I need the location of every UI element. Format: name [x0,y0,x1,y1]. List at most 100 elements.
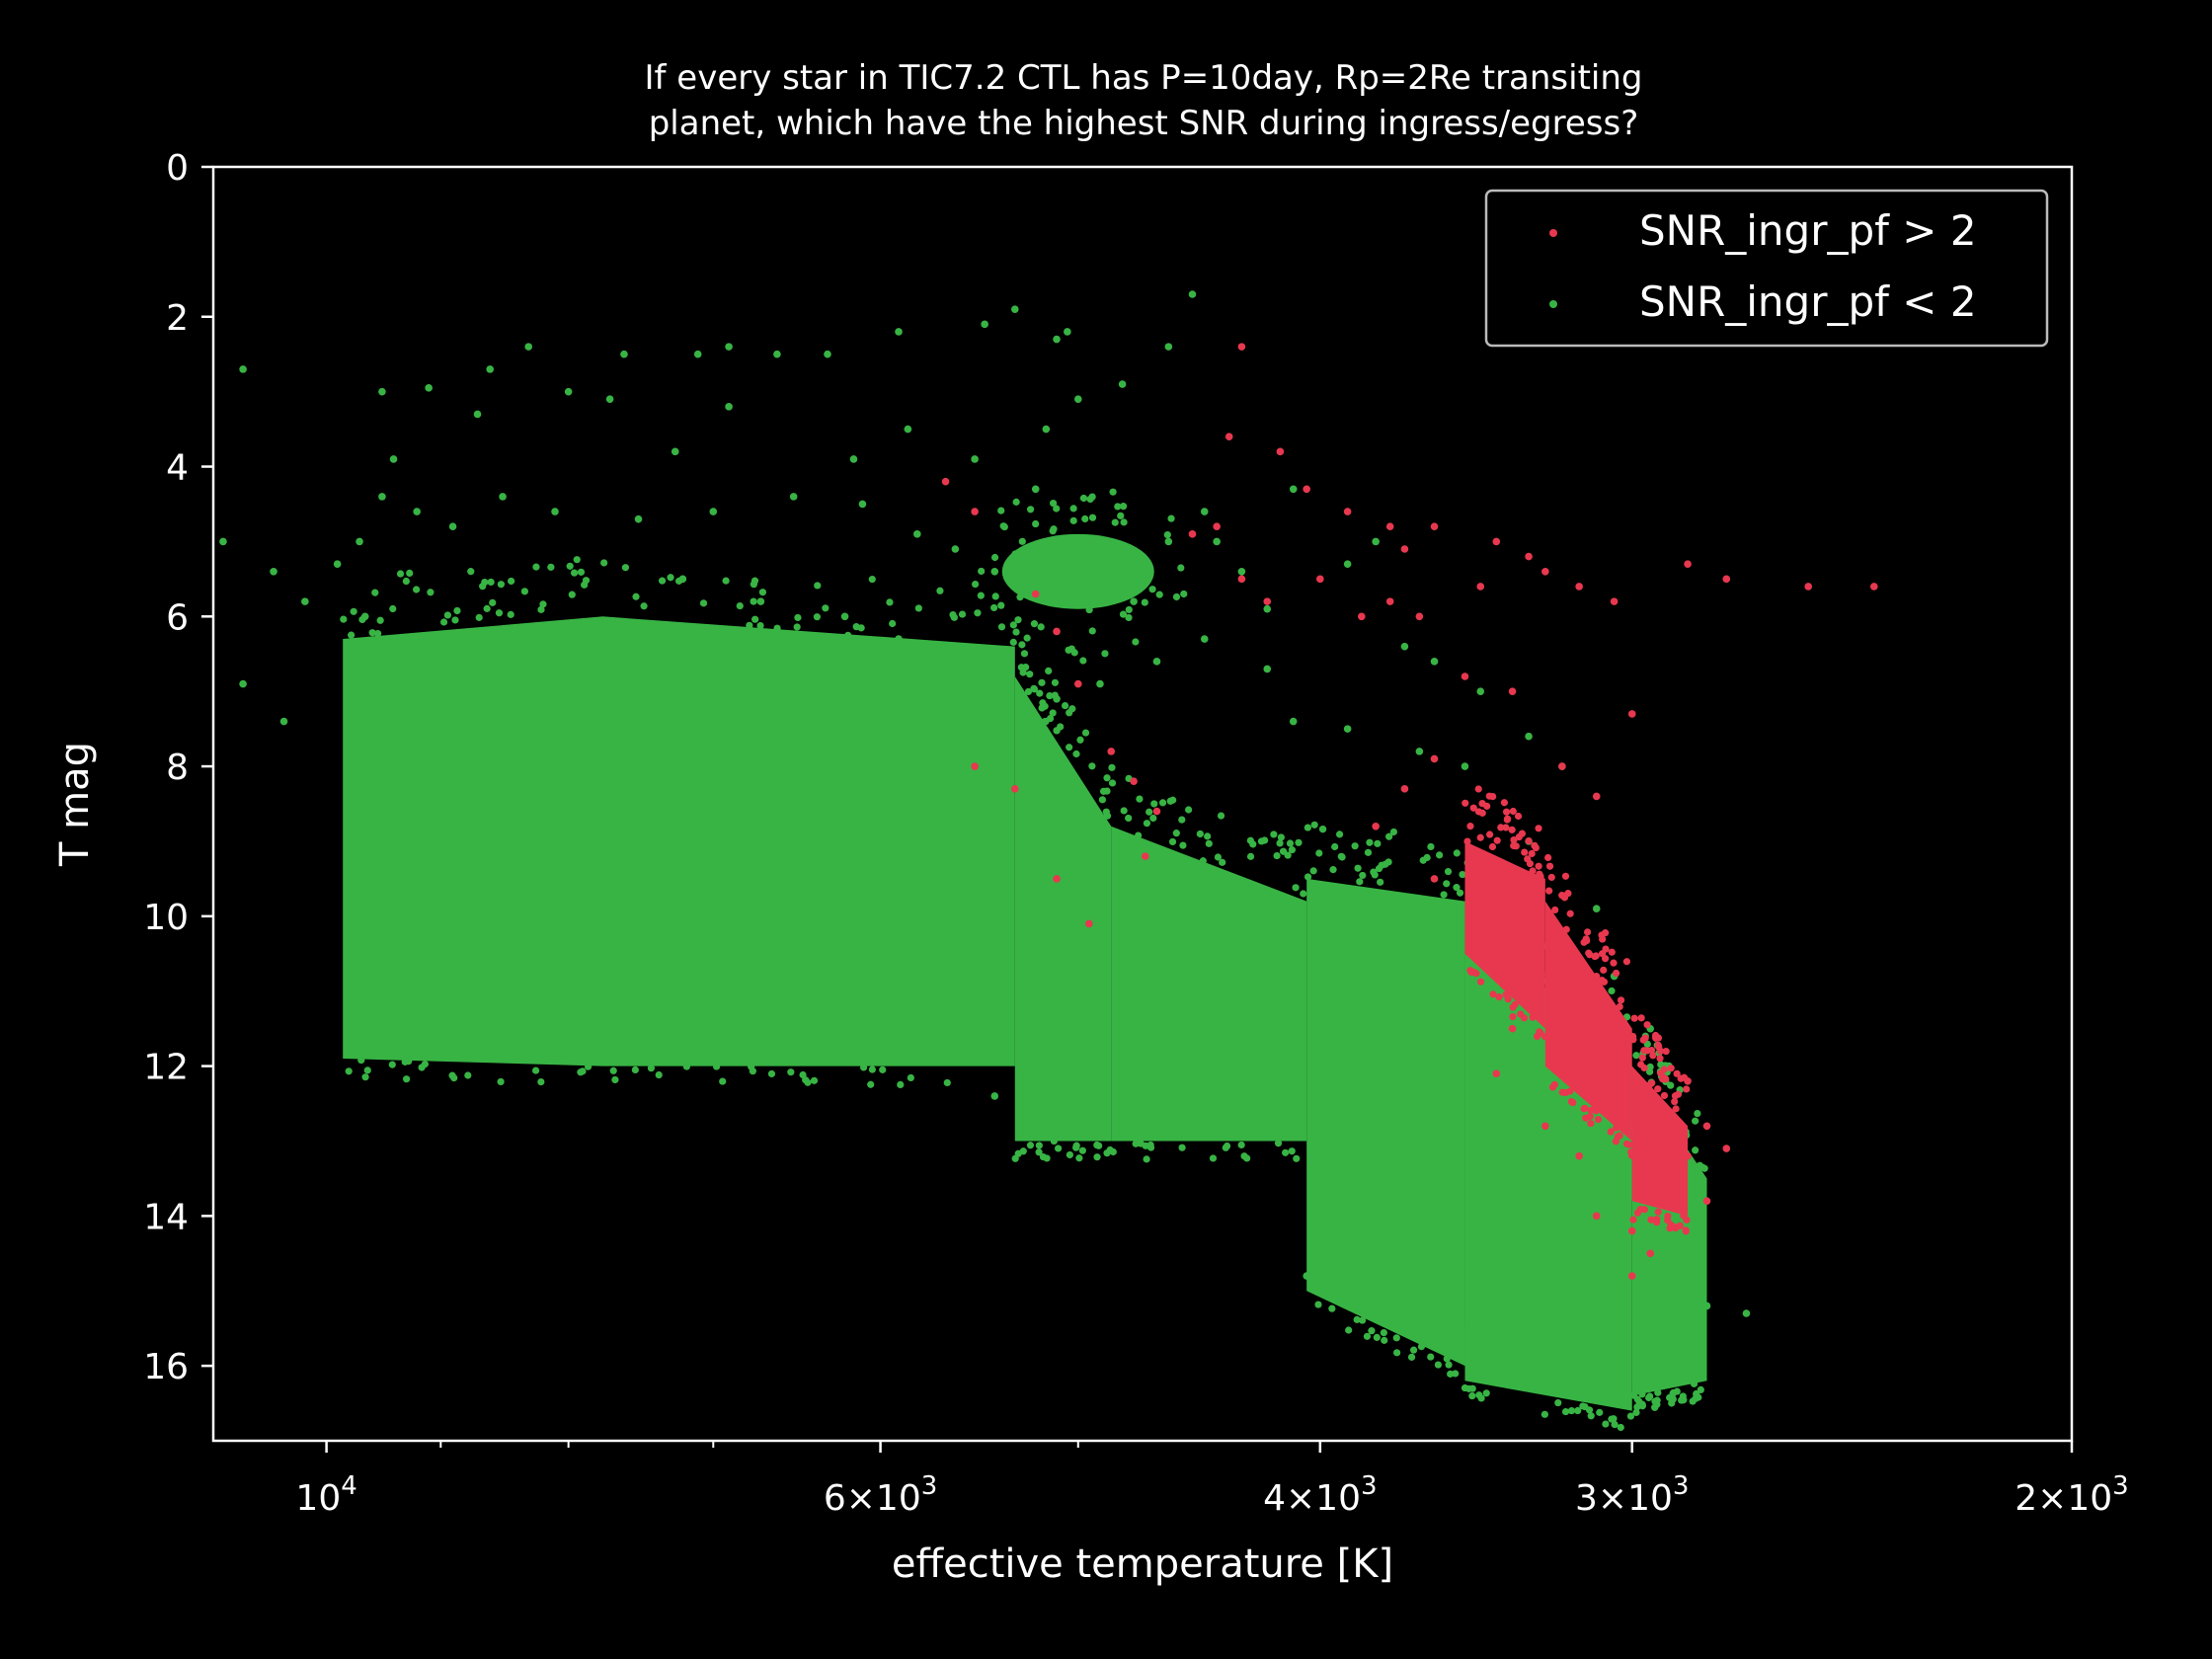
green-series-edge-point [852,623,860,631]
green-series-edge-point [1081,729,1090,737]
red-series-point [1130,777,1138,786]
green-series-edge-point [1209,1154,1218,1162]
green-series-edge-point [1288,846,1297,854]
legend-box [1484,189,2049,348]
green-series-edge-point [357,1056,365,1065]
red-series-point [1053,627,1061,636]
green-series-edge-point [1178,1144,1186,1151]
red-series-point [1085,919,1093,928]
green-series-edge-point [1638,1390,1646,1398]
red-series-edge-point [1500,799,1508,807]
red-series-edge-point [1509,1013,1517,1021]
green-series-edge-point [1179,841,1187,849]
green-series-edge-point [573,556,581,564]
green-series-clump-point [1037,623,1045,631]
green-series-edge-point [577,1068,585,1076]
green-series-point [389,672,398,680]
green-series-edge-point [1196,830,1204,838]
red-series-point [1430,754,1439,763]
green-series-dense-region-1 [602,616,1015,1066]
red-series-point [1525,972,1533,981]
green-series-edge-point [804,1078,812,1086]
green-series-clump-point [1018,641,1026,649]
green-series-point [413,508,421,515]
red-series-edge-point [1512,842,1520,850]
green-series-edge-point [1237,1141,1245,1149]
red-series-point [1575,1009,1583,1018]
green-series-point [1042,425,1051,434]
legend-label-green: SNR_ingr_pf < 2 [1639,277,1977,326]
red-series-edge-point [1561,872,1570,880]
green-series-point [1289,485,1298,494]
red-series-edge-point [1545,862,1554,870]
red-series-edge-point [1630,1014,1638,1022]
red-series-edge-point [1544,853,1552,862]
red-series-edge-point [1654,1041,1662,1049]
green-series-clump-point [1109,488,1117,496]
green-series-edge-point [453,606,461,615]
green-series-dense-region-4 [1306,878,1465,1367]
green-series-clump-point [972,580,980,589]
green-series-clump-point [1033,561,1041,569]
green-series-edge-point [1045,667,1053,675]
green-series-edge-point [1419,856,1427,864]
green-series-point [1107,560,1116,568]
green-series-clump-point [1080,600,1088,608]
red-series-edge-point [1671,1092,1680,1100]
green-series-edge-point [1667,1081,1675,1089]
green-series-point [270,567,277,576]
green-series-edge-point [1103,812,1112,820]
red-series-edge-point [1566,1087,1574,1095]
green-series-point [279,717,288,726]
green-series-point [895,635,903,643]
red-series-edge-point [1545,887,1553,895]
green-series-point [895,328,903,336]
green-series-clump-point [1110,570,1118,578]
green-series-edge-point [914,604,922,612]
y-tick-label: 8 [166,748,189,788]
green-series-edge-point [483,604,491,612]
green-series-point [1343,725,1352,733]
green-series-edge-point [1038,704,1046,712]
green-series-edge-point [699,599,708,607]
green-series-edge-point [566,562,574,570]
green-series-point [425,384,433,392]
red-series-edge-point [1660,1091,1669,1100]
green-series-edge-point [773,624,781,632]
green-series-edge-point [368,629,376,637]
x-tick-label: 104 [295,1471,356,1519]
green-series-edge-point [1214,853,1223,861]
red-series-point [941,477,950,486]
green-series-edge-point [1329,866,1337,874]
red-series-point [1461,672,1469,680]
green-series-clump-point [1111,518,1119,526]
green-series-edge-point [1120,807,1128,815]
red-series-edge-point [1622,958,1631,966]
green-series-point [1053,694,1061,703]
green-series-edge-point [1318,826,1327,833]
red-series-edge-point [1676,1222,1684,1229]
green-series-edge-point [439,618,448,626]
red-series-edge-point [1502,824,1510,831]
red-series-points [941,343,1878,1280]
red-series-edge-point [1660,1066,1668,1073]
plot-area [219,290,1878,1432]
green-series-clump-point [1024,580,1032,588]
green-series-clump-point [1079,494,1088,503]
red-series-edge-point [1518,830,1526,837]
green-series-edge-point [1602,1420,1610,1428]
green-series-edge-point [1680,1396,1688,1404]
green-series-edge-point [374,629,382,638]
red-series-point [1804,583,1813,591]
green-series-clump-point [1032,570,1040,578]
red-series-edge-point [1666,1224,1674,1232]
green-series-clump-point [1167,514,1175,522]
green-series-point [1213,537,1221,546]
green-series-clump-point [1155,591,1163,598]
red-series-edge-point [1680,1212,1688,1220]
green-series-point [239,365,247,373]
red-series-point [1213,522,1221,531]
green-series-point [372,1040,380,1048]
green-series-edge-point [655,1070,663,1079]
red-series-dense-regions [1462,785,1691,1235]
